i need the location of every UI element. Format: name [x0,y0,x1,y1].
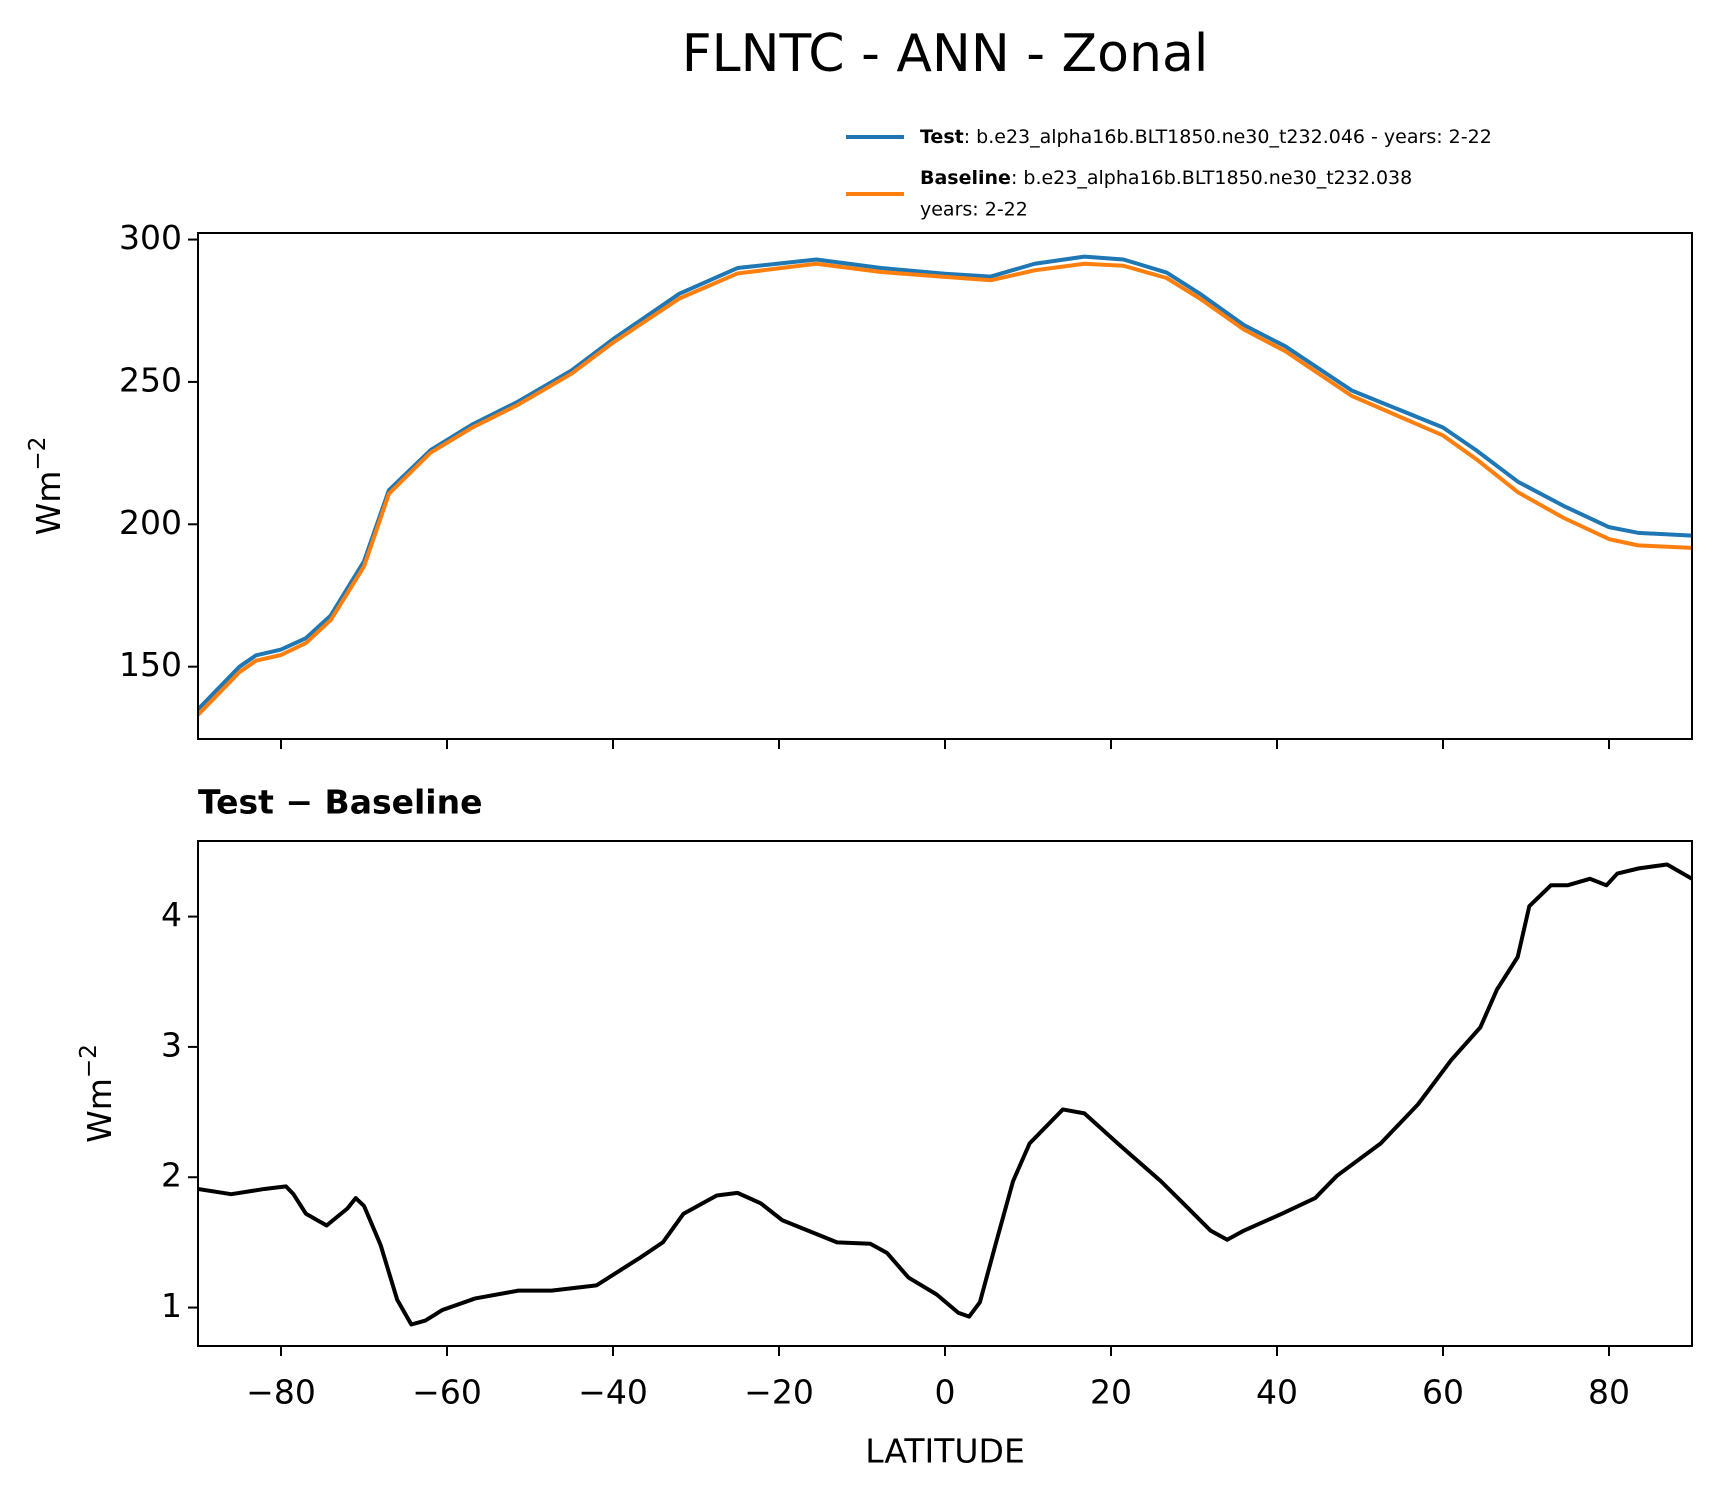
legend-name: Baseline [920,167,1011,189]
x-tick-label: 20 [1090,1373,1132,1412]
y-axis-label-exponent: −2 [25,437,51,471]
legend-description-line2: years: 2-22 [920,199,1028,221]
y-tick-label: 250 [119,360,182,399]
x-tick-label: −80 [246,1373,316,1412]
y-tick-label: 4 [161,895,182,934]
x-tick-label: −20 [744,1373,814,1412]
axes-frame [197,840,1693,1347]
legend-entry: Test: b.e23_alpha16b.BLT1850.ne30_t232.0… [920,126,1492,148]
x-tick-label: 40 [1256,1373,1298,1412]
axes-frame [197,232,1693,740]
x-tick-label: 60 [1422,1373,1464,1412]
y-tick-label: 300 [119,218,182,257]
y-tick-label: 200 [119,503,182,542]
legend-name: Test [920,126,964,148]
data-line [198,261,1692,717]
y-tick-label: 150 [119,645,182,684]
legend-description: : b.e23_alpha16b.BLT1850.ne30_t232.046 -… [964,126,1492,148]
y-tick-label: 3 [161,1025,182,1064]
plot-area [198,254,1692,717]
data-line [198,254,1692,711]
y-tick-label: 2 [161,1156,182,1195]
y-tick-label: 1 [161,1286,182,1325]
legend-entry: Baseline: b.e23_alpha16b.BLT1850.ne30_t2… [920,167,1412,189]
x-tick-label: −40 [578,1373,648,1412]
legend-description: : b.e23_alpha16b.BLT1850.ne30_t232.038 [1011,167,1412,189]
y-axis-label-base: Wm [29,471,68,536]
subplot-title: Test − Baseline [198,783,483,822]
y-axis-label-base: Wm [80,1078,119,1143]
chart-title: FLNTC - ANN - Zonal [682,24,1209,84]
y-axis-label: Wm−2 [76,1044,119,1143]
y-axis-label: Wm−2 [25,437,68,536]
x-axis-label: LATITUDE [865,1432,1025,1471]
plot-area [198,862,1692,1327]
y-axis-label-exponent: −2 [76,1044,102,1078]
data-line [198,862,1692,1327]
x-tick-label: 80 [1588,1373,1630,1412]
x-tick-label: 0 [935,1373,956,1412]
x-tick-label: −60 [412,1373,482,1412]
